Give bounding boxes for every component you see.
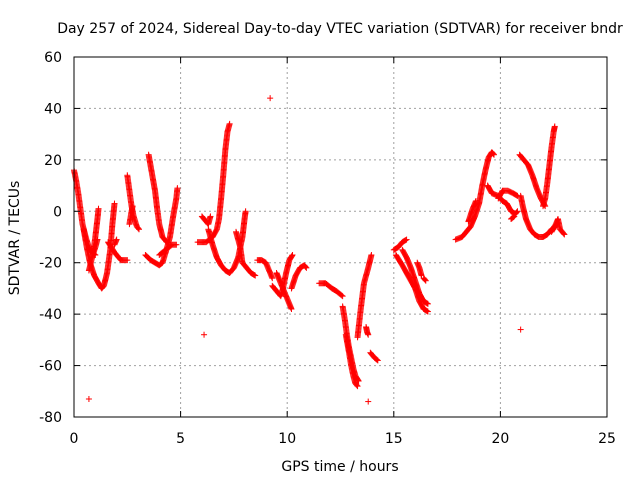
data-point	[353, 382, 360, 389]
grid-lines	[74, 57, 607, 417]
outlier-point	[365, 398, 372, 405]
y-tick-label: 60	[44, 50, 62, 66]
data-point	[135, 225, 142, 232]
data-point	[124, 257, 131, 264]
x-axis-label: GPS time / hours	[281, 459, 398, 475]
data-point	[368, 252, 375, 258]
data-point	[173, 241, 180, 248]
x-tick-label: 0	[70, 431, 79, 447]
outlier-point	[85, 396, 92, 402]
data-point	[424, 300, 431, 307]
data-point	[303, 264, 310, 271]
y-tick-label: -60	[39, 359, 62, 375]
data-point	[207, 213, 214, 220]
axis-ticks	[73, 56, 608, 418]
data-point	[269, 275, 276, 282]
plot-frame	[73, 56, 608, 418]
y-tick-label: -40	[39, 307, 62, 323]
data-point	[174, 185, 181, 192]
outlier-point	[517, 326, 524, 333]
data-point	[252, 272, 259, 279]
x-tick-label: 20	[491, 431, 509, 447]
y-tick-label: 40	[44, 101, 62, 117]
data-point	[491, 151, 498, 158]
data-point	[560, 230, 567, 237]
data-point	[402, 237, 409, 244]
data-point	[514, 208, 521, 215]
data-point	[288, 306, 295, 312]
x-tick-label: 25	[598, 431, 616, 447]
x-tick-label: 10	[278, 431, 296, 447]
chart-title: Day 257 of 2024, Sidereal Day-to-day VTE…	[57, 21, 623, 37]
y-tick-label: -80	[39, 410, 62, 426]
y-axis-label: SDTVAR / TECUs	[7, 181, 23, 296]
data-points	[71, 95, 568, 405]
x-tick-labels: 0 5 10 15 20 25	[70, 431, 616, 447]
data-point	[113, 236, 120, 243]
data-point	[424, 300, 431, 307]
data-point	[424, 308, 431, 315]
data-point	[472, 198, 479, 204]
data-point	[561, 231, 568, 238]
data-point	[422, 276, 429, 283]
data-point	[94, 236, 101, 243]
data-point	[226, 120, 233, 127]
outlier-point	[267, 95, 274, 102]
data-point	[251, 272, 258, 279]
data-point	[111, 200, 118, 207]
data-point	[288, 252, 295, 259]
data-point	[302, 264, 309, 270]
data-point	[338, 292, 345, 299]
y-tick-label: 20	[44, 153, 62, 169]
x-tick-label: 5	[176, 431, 185, 447]
data-point	[551, 123, 558, 130]
data-point	[374, 357, 381, 364]
data-point	[136, 226, 143, 233]
data-point	[339, 293, 346, 300]
data-point	[95, 205, 102, 212]
data-point	[513, 209, 520, 216]
data-point	[513, 192, 520, 199]
y-tick-labels: -80 -60 -40 -20 0 20 40 60	[39, 50, 62, 426]
data-point	[424, 308, 431, 315]
data-point	[403, 236, 410, 243]
y-tick-label: 0	[53, 204, 62, 220]
x-tick-label: 15	[385, 431, 403, 447]
data-point	[289, 252, 296, 258]
data-point	[422, 277, 429, 284]
data-point	[418, 272, 425, 279]
data-point	[365, 331, 372, 338]
data-point	[510, 214, 517, 221]
outlier-point	[201, 331, 208, 338]
data-point	[354, 383, 361, 390]
data-point	[374, 356, 381, 363]
data-point	[511, 213, 518, 220]
data-point	[490, 150, 497, 157]
data-point	[242, 208, 249, 215]
y-tick-label: -20	[39, 256, 62, 272]
data-point	[129, 203, 136, 210]
